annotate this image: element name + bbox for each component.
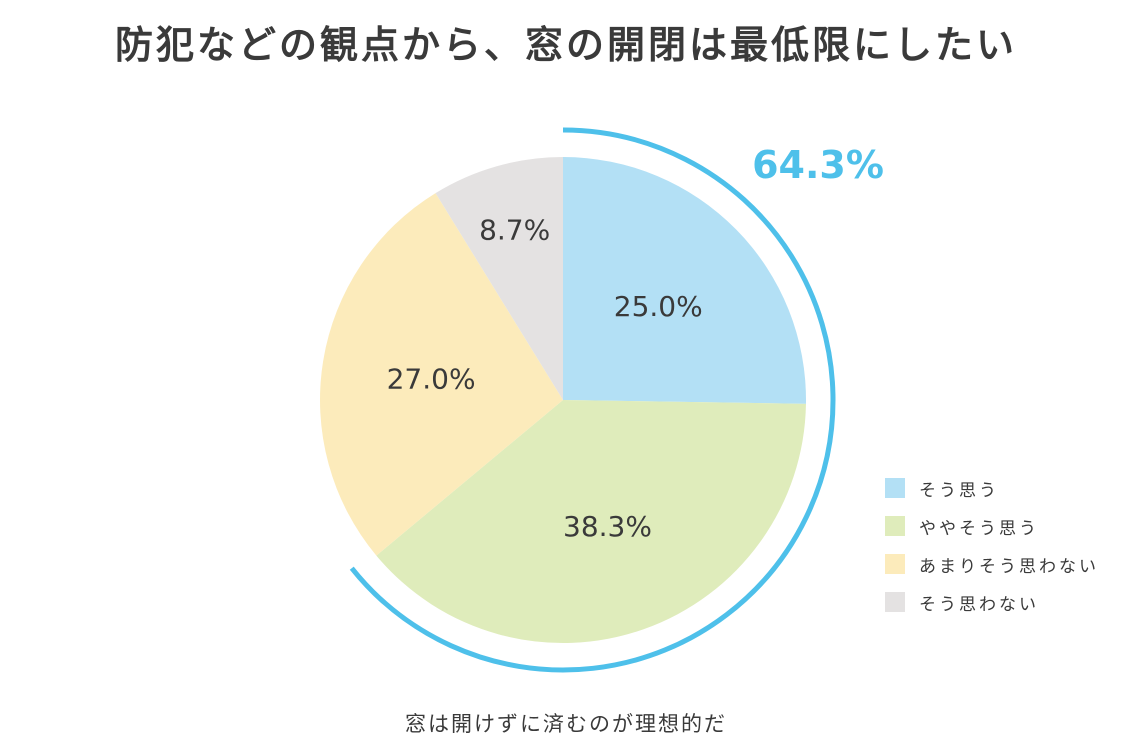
annotation-arc [349, 127, 836, 673]
pie-slice-amari [320, 193, 563, 556]
legend-label: そう思わない [919, 594, 1039, 615]
annotation-label: 64.3% [752, 143, 884, 187]
data-label-soufmowanai: 8.7% [479, 213, 550, 246]
legend-swatch [885, 554, 905, 574]
chart-caption: 窓は開けずに済むのが理想的だ [405, 712, 727, 736]
pie-slice-soufmou [563, 157, 807, 404]
legend-label: そう思う [919, 480, 999, 501]
chart-title: 防犯などの観点から、窓の開閉は最低限にしたい [114, 23, 1017, 67]
data-label-yaya-soufmou: 38.3% [563, 510, 652, 543]
legend-label: ややそう思う [919, 518, 1039, 539]
legend-item-soufmou: そう思う [885, 478, 1099, 501]
pie-slice-soufmowanai [435, 157, 563, 400]
legend: そう思う ややそう思う あまりそう思わない そう思わない [885, 478, 1099, 630]
legend-item-yaya-soufmou: ややそう思う [885, 516, 1099, 539]
legend-swatch [885, 592, 905, 612]
data-label-amari: 27.0% [387, 362, 476, 395]
legend-item-soufmowanai: そう思わない [885, 592, 1099, 615]
legend-swatch [885, 516, 905, 536]
pie-chart: 25.0% 38.3% 27.0% 8.7% 64.3% [320, 127, 884, 673]
legend-swatch [885, 478, 905, 498]
legend-item-amari: あまりそう思わない [885, 554, 1099, 577]
data-label-soufmou: 25.0% [614, 290, 703, 323]
legend-label: あまりそう思わない [919, 556, 1099, 577]
pie-slice-yaya-soufmou [376, 400, 806, 643]
